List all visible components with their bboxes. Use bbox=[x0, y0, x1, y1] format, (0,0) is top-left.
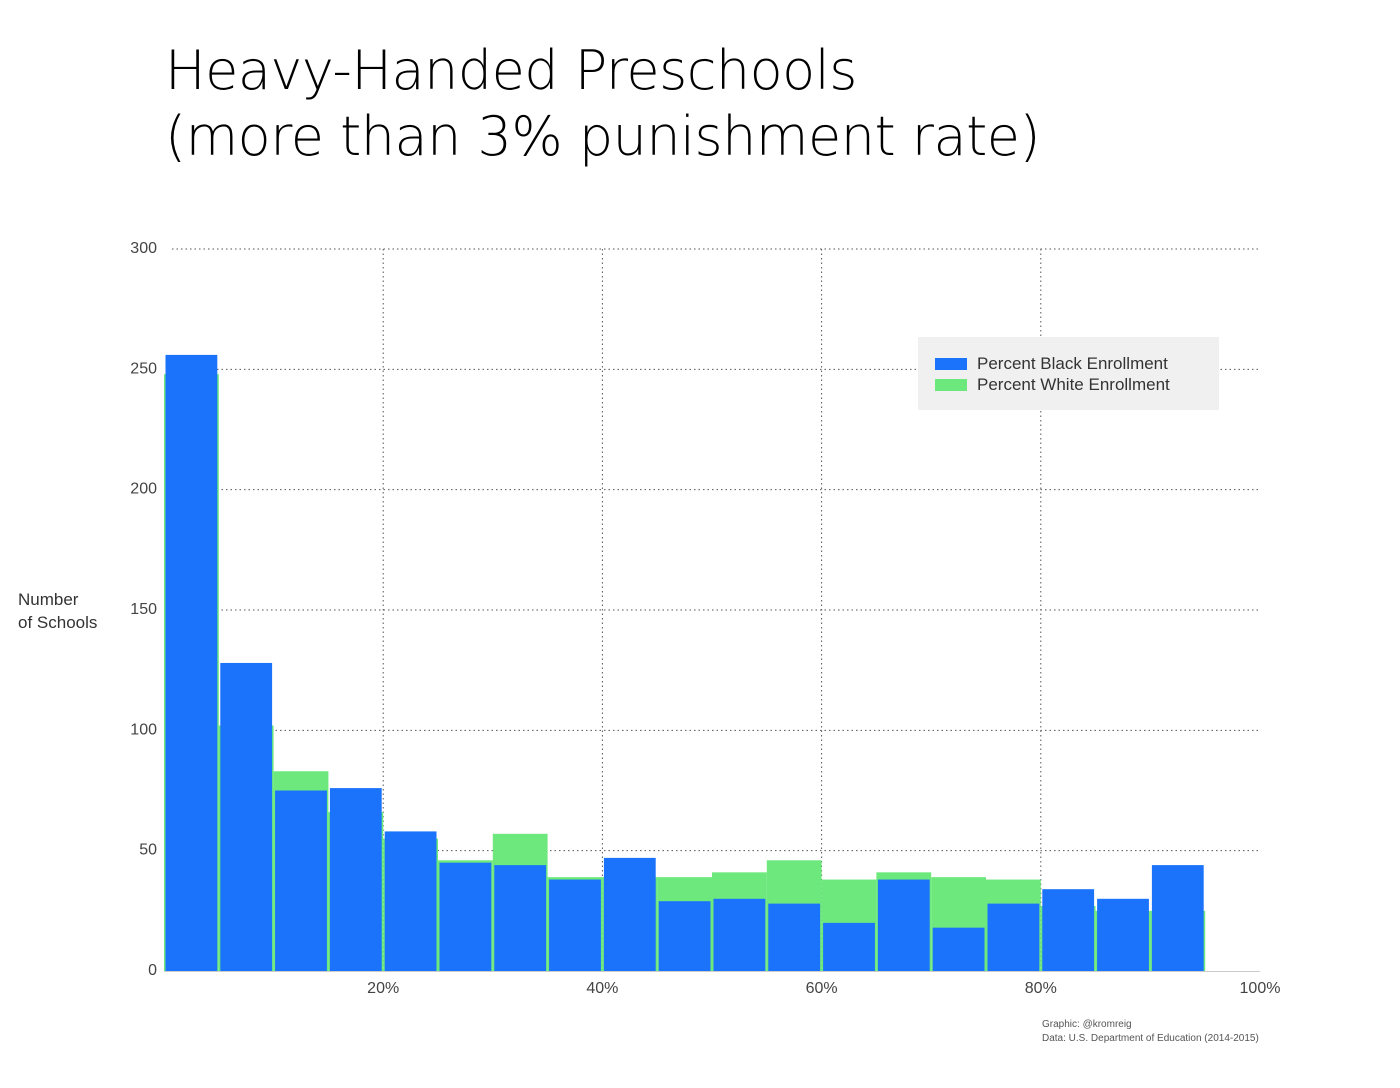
y-tick-label: 200 bbox=[130, 481, 157, 498]
credits: Graphic: @kromreig Data: U.S. Department… bbox=[1042, 1018, 1259, 1046]
bar-black-enrollment bbox=[384, 831, 437, 971]
legend-item-white: Percent White Enrollment bbox=[935, 375, 1170, 395]
legend-swatch-white bbox=[935, 379, 967, 391]
bar-black-enrollment bbox=[987, 903, 1040, 971]
x-tick-label: 60% bbox=[806, 980, 838, 997]
bar-black-enrollment bbox=[1097, 898, 1149, 971]
y-axis-label-line-1: Number bbox=[18, 590, 79, 609]
bar-black-enrollment bbox=[658, 901, 711, 971]
bar-black-enrollment bbox=[165, 354, 218, 972]
x-tick-label: 20% bbox=[367, 980, 399, 997]
y-axis-label-line-2: of Schools bbox=[18, 613, 98, 632]
bar-black-enrollment bbox=[1151, 865, 1204, 971]
y-tick-label: 0 bbox=[148, 962, 157, 979]
x-tick-label: 80% bbox=[1025, 980, 1057, 997]
chart-title-line-1: Heavy-Handed Preschools bbox=[165, 39, 857, 102]
legend-swatch-black bbox=[935, 358, 967, 370]
credit-graphic: Graphic: @kromreig bbox=[1042, 1019, 1132, 1030]
black-enrollment-bars bbox=[165, 354, 1204, 972]
x-tick-label: 40% bbox=[586, 980, 618, 997]
y-tick-label: 150 bbox=[130, 601, 157, 618]
bar-black-enrollment bbox=[877, 879, 930, 971]
bar-black-enrollment bbox=[220, 662, 273, 971]
chart-legend: Percent Black Enrollment Percent White E… bbox=[918, 337, 1219, 410]
tick-labels: 0 50 100 150 200 250 300 20% 40% 60% 80% 100% bbox=[130, 240, 1280, 997]
y-tick-label: 250 bbox=[130, 360, 157, 377]
y-tick-label: 50 bbox=[139, 842, 157, 859]
legend-item-black: Percent Black Enrollment bbox=[935, 354, 1168, 374]
chart-title: Heavy-Handed Preschools (more than 3% pu… bbox=[165, 38, 1041, 170]
x-tick-label: 100% bbox=[1240, 980, 1281, 997]
bar-black-enrollment bbox=[823, 922, 875, 971]
legend-label-black: Percent Black Enrollment bbox=[977, 354, 1168, 373]
bar-black-enrollment bbox=[549, 879, 601, 971]
bar-black-enrollment bbox=[603, 857, 656, 971]
bar-black-enrollment bbox=[768, 903, 821, 971]
bar-black-enrollment bbox=[713, 898, 766, 971]
bar-black-enrollment bbox=[932, 927, 985, 971]
chart-title-line-2: (more than 3% punishment rate) bbox=[165, 105, 1041, 168]
bar-black-enrollment bbox=[329, 788, 382, 971]
legend-label-white: Percent White Enrollment bbox=[977, 375, 1170, 394]
bar-black-enrollment bbox=[275, 790, 327, 971]
bar-black-enrollment bbox=[494, 865, 547, 971]
y-tick-label: 300 bbox=[130, 240, 157, 257]
bar-black-enrollment bbox=[1042, 889, 1095, 971]
y-axis-label: Number of Schools bbox=[18, 588, 97, 634]
credit-data-source: Data: U.S. Department of Education (2014… bbox=[1042, 1033, 1259, 1044]
bar-black-enrollment bbox=[439, 862, 492, 971]
y-tick-label: 100 bbox=[130, 721, 157, 738]
